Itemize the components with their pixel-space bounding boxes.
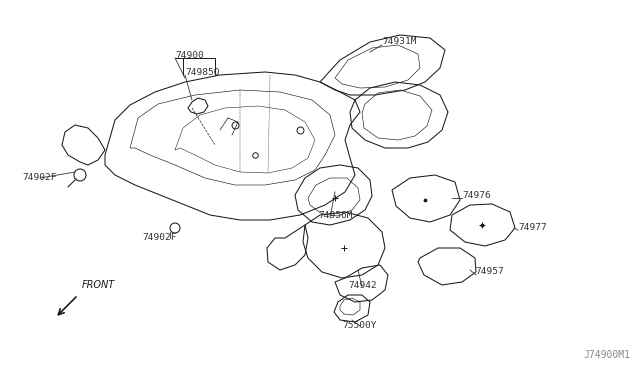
Text: 74902F: 74902F: [142, 234, 177, 243]
Text: 74956M: 74956M: [318, 211, 353, 219]
Text: 75500Y: 75500Y: [342, 321, 376, 330]
Text: 74902F: 74902F: [22, 173, 56, 183]
Text: 74985Q: 74985Q: [185, 67, 220, 77]
Text: J74900M1: J74900M1: [583, 350, 630, 360]
Text: 74900: 74900: [175, 51, 204, 60]
Text: 74942: 74942: [348, 280, 377, 289]
Text: 74976: 74976: [462, 190, 491, 199]
Text: 74977: 74977: [518, 224, 547, 232]
Text: 74957: 74957: [475, 267, 504, 276]
Text: FRONT: FRONT: [82, 280, 115, 290]
Text: 74931M: 74931M: [382, 38, 417, 46]
